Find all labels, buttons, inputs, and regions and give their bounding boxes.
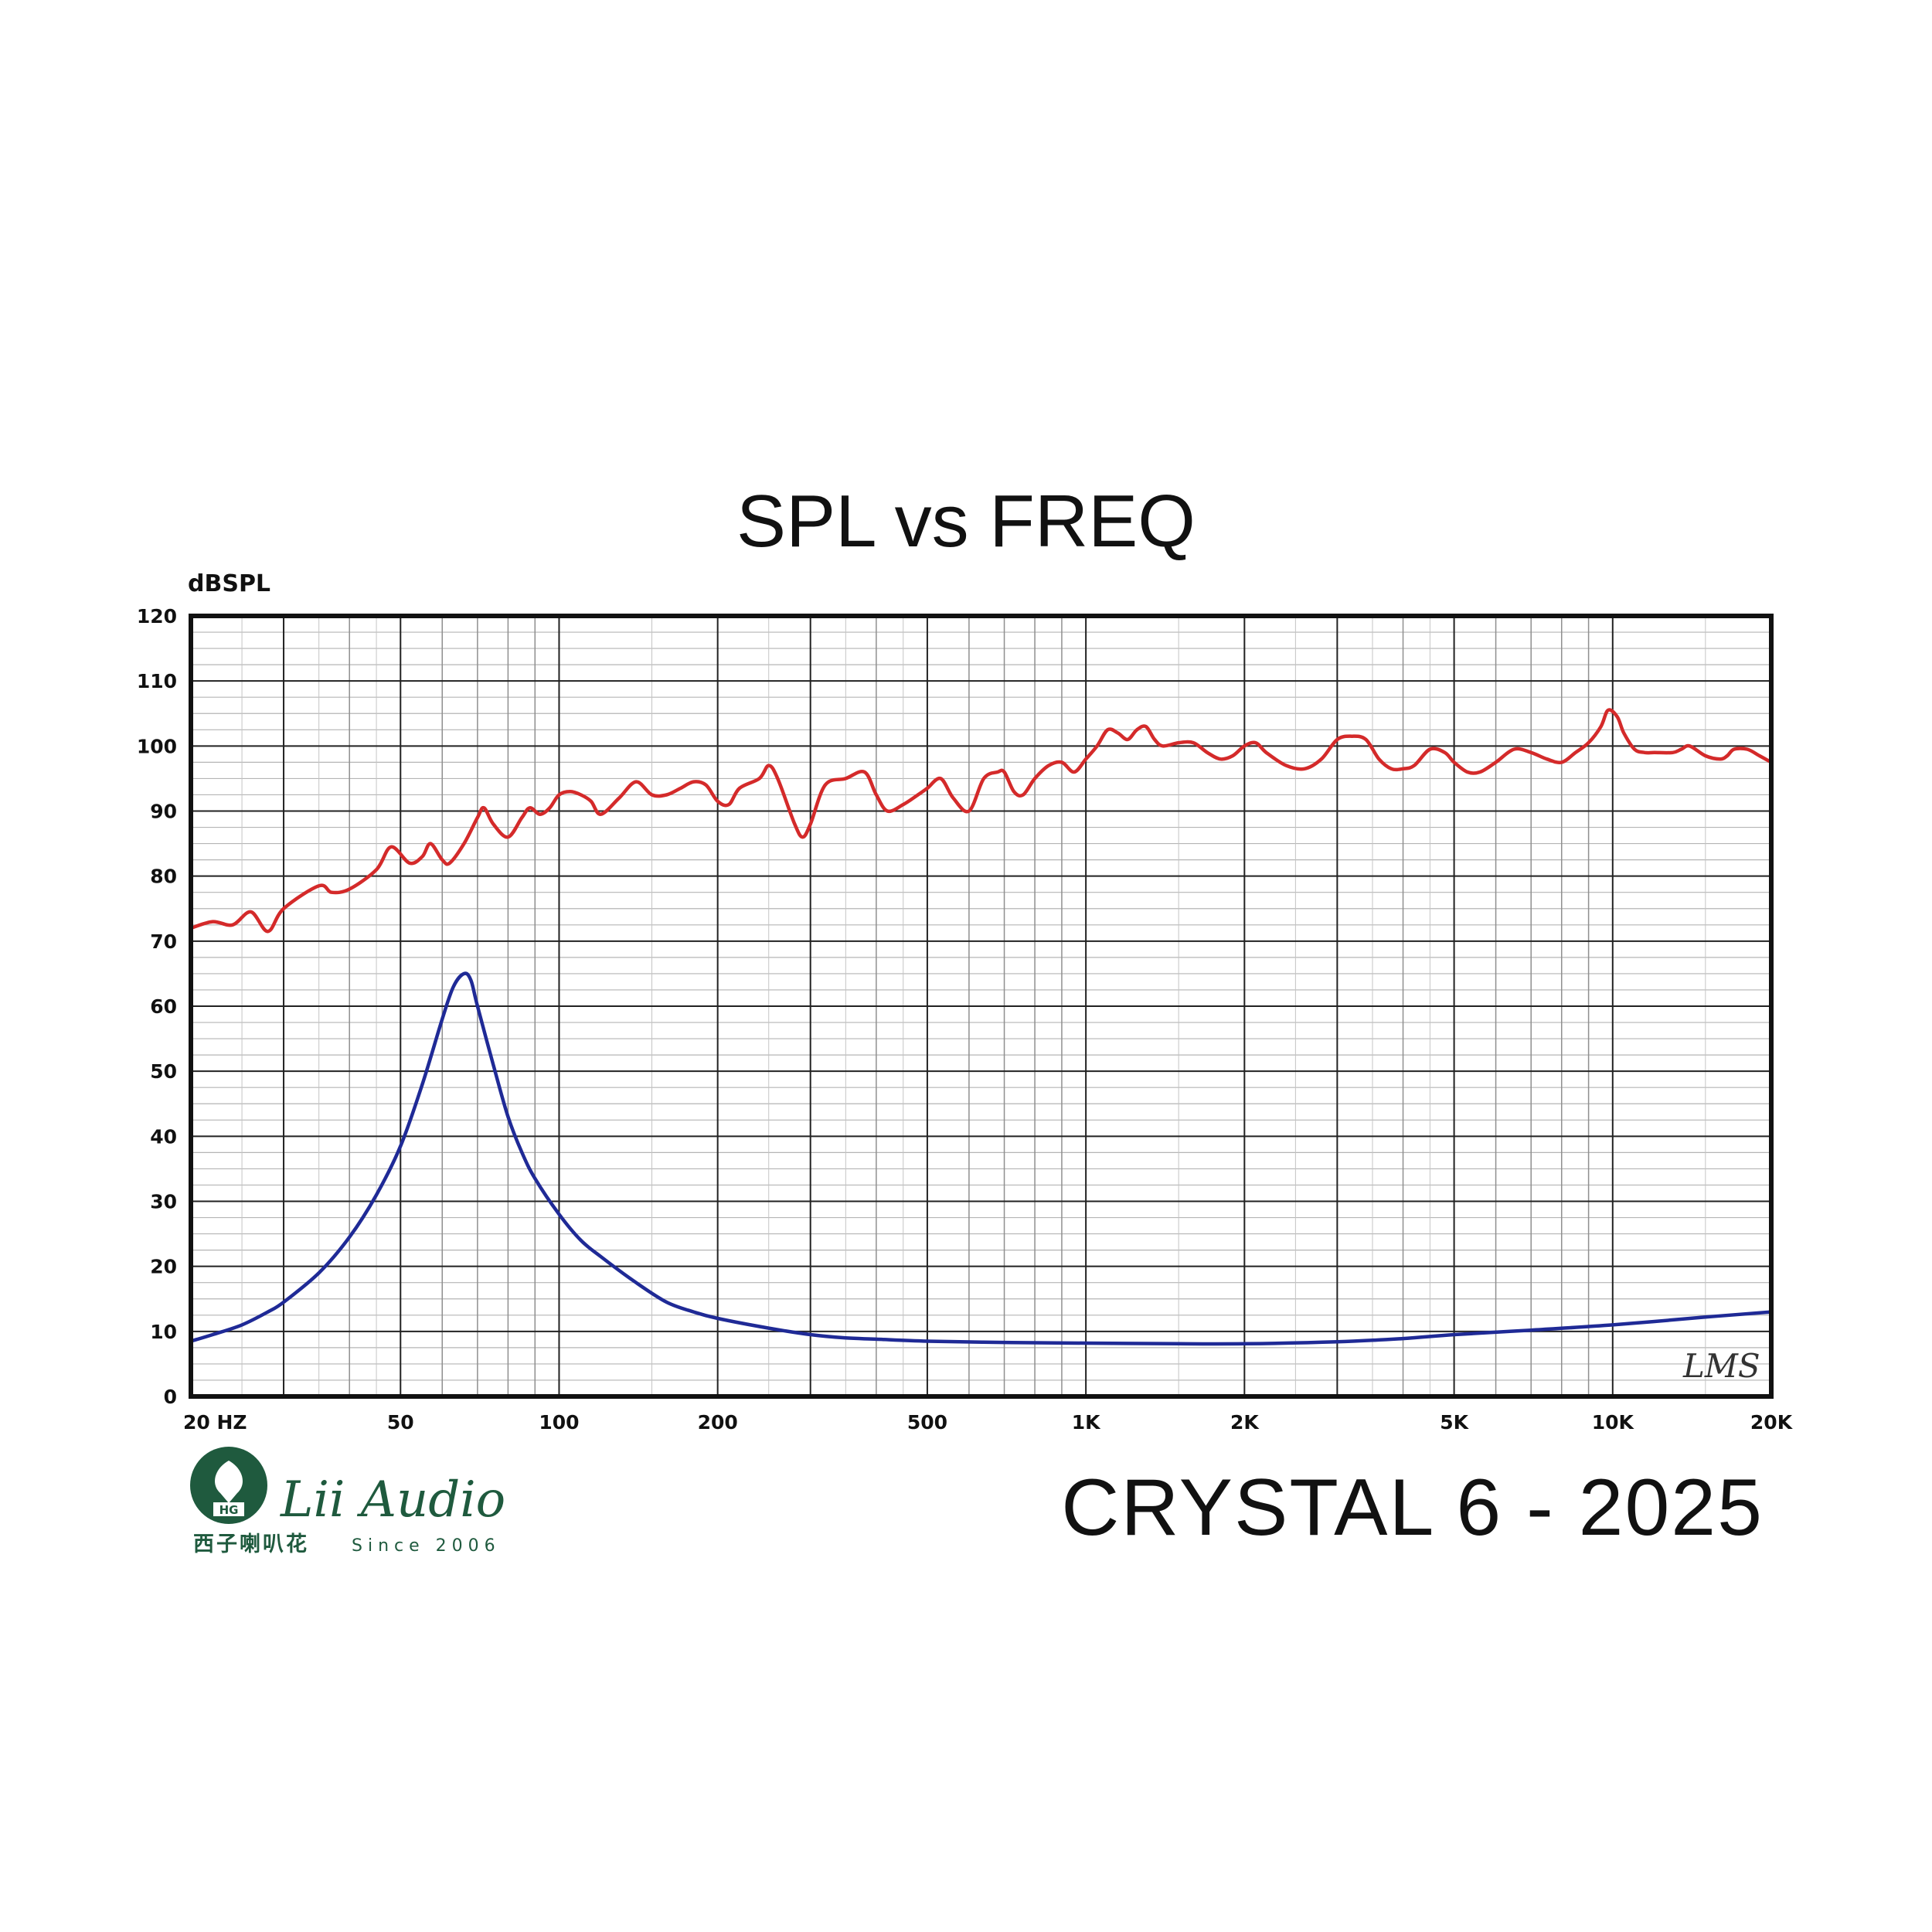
x-tick-label: 100 [539, 1411, 579, 1434]
x-tick-label: 1K [1072, 1411, 1101, 1434]
emblem-text: HG [219, 1503, 239, 1517]
emblem-badge [213, 1502, 244, 1516]
x-tick-label: 200 [698, 1411, 738, 1434]
y-tick-label: 90 [150, 801, 177, 823]
y-tick-label: 80 [150, 866, 177, 888]
brand-chinese: 西子喇叭花 [193, 1532, 309, 1556]
model-label: CRYSTAL 6 - 2025 [1061, 1463, 1764, 1553]
x-tick-label: 20K [1750, 1411, 1794, 1434]
flower-icon [215, 1461, 243, 1503]
y-tick-label: 30 [150, 1191, 177, 1213]
y-tick-label: 100 [137, 735, 177, 757]
x-tick-label: 50 [387, 1411, 414, 1434]
y-tick-label: 50 [150, 1060, 177, 1083]
brand-since: Since 2006 [352, 1536, 501, 1556]
y-axis-label: dBSPL [188, 570, 270, 597]
x-tick-label: 500 [907, 1411, 947, 1434]
x-tick-label: 2K [1230, 1411, 1260, 1434]
x-tick-labels: 20 HZ 50 100 200 500 1K 2K 5K 10K 20K [183, 1411, 1794, 1434]
y-tick-label: 110 [137, 670, 177, 692]
major-grid [191, 615, 1771, 1397]
y-tick-label: 120 [137, 605, 177, 628]
y-tick-label: 0 [164, 1386, 177, 1408]
impedance-curve [189, 971, 1774, 1346]
lms-watermark: LMS [1682, 1347, 1760, 1385]
x-tick-label: 10K [1592, 1411, 1635, 1434]
brand-name: Lii Audio [280, 1471, 505, 1529]
y-tick-label: 40 [150, 1125, 177, 1148]
y-tick-label: 20 [150, 1256, 177, 1278]
y-tick-label: 60 [150, 995, 177, 1018]
plot-frame [189, 614, 1774, 1399]
x-tick-label: 5K [1440, 1411, 1469, 1434]
spl-curve [189, 708, 1774, 934]
series-layer [189, 708, 1774, 1346]
y-tick-labels: 0 10 20 30 40 50 60 70 80 90 100 110 120 [137, 605, 177, 1408]
chart-title: SPL vs FREQ [736, 480, 1196, 563]
y-tick-label: 10 [150, 1321, 177, 1343]
brand-logo: HG Lii Audio 西子喇叭花 Since 2006 [190, 1447, 505, 1556]
y-tick-label: 70 [150, 930, 177, 953]
x-tick-label: 20 HZ [183, 1411, 247, 1434]
